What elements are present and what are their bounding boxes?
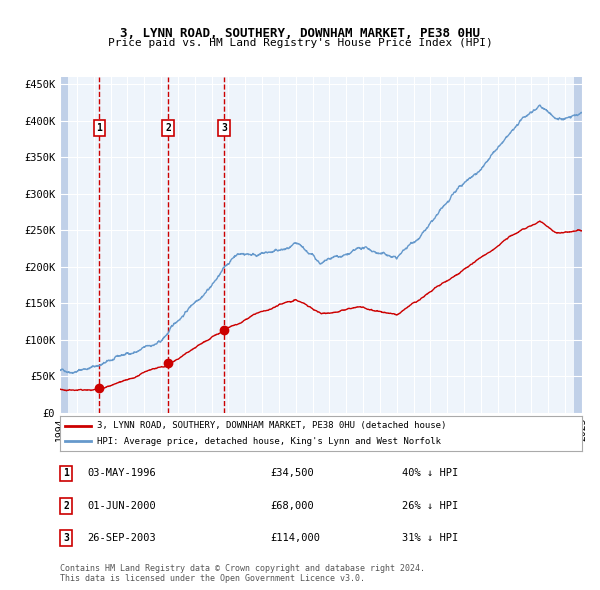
Text: Contains HM Land Registry data © Crown copyright and database right 2024.
This d: Contains HM Land Registry data © Crown c… (60, 563, 425, 583)
Text: £114,000: £114,000 (270, 533, 320, 543)
Text: 3, LYNN ROAD, SOUTHERY, DOWNHAM MARKET, PE38 0HU (detached house): 3, LYNN ROAD, SOUTHERY, DOWNHAM MARKET, … (97, 421, 446, 430)
Text: 3: 3 (63, 533, 69, 543)
Text: 26% ↓ HPI: 26% ↓ HPI (402, 501, 458, 511)
Text: 01-JUN-2000: 01-JUN-2000 (87, 501, 156, 511)
Text: Price paid vs. HM Land Registry's House Price Index (HPI): Price paid vs. HM Land Registry's House … (107, 38, 493, 48)
Text: 1: 1 (97, 123, 103, 133)
Text: 2: 2 (63, 501, 69, 511)
Text: 3, LYNN ROAD, SOUTHERY, DOWNHAM MARKET, PE38 0HU: 3, LYNN ROAD, SOUTHERY, DOWNHAM MARKET, … (120, 27, 480, 40)
Text: HPI: Average price, detached house, King's Lynn and West Norfolk: HPI: Average price, detached house, King… (97, 437, 440, 446)
Text: 40% ↓ HPI: 40% ↓ HPI (402, 468, 458, 478)
Text: 26-SEP-2003: 26-SEP-2003 (87, 533, 156, 543)
Bar (60, 77, 68, 413)
Text: 1: 1 (63, 468, 69, 478)
Text: 31% ↓ HPI: 31% ↓ HPI (402, 533, 458, 543)
Text: 3: 3 (221, 123, 227, 133)
Text: £68,000: £68,000 (270, 501, 314, 511)
Text: 03-MAY-1996: 03-MAY-1996 (87, 468, 156, 478)
Text: £34,500: £34,500 (270, 468, 314, 478)
Bar (574, 77, 582, 413)
Text: 2: 2 (165, 123, 171, 133)
